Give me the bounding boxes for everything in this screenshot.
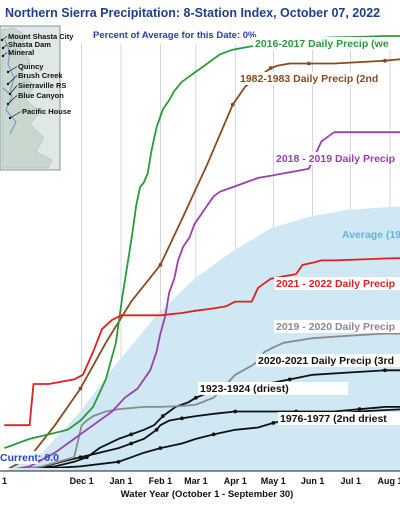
- series-label-y1923_1924: 1923-1924 (driest): [200, 383, 289, 395]
- series-label-bg-y2019_2020: [274, 320, 400, 333]
- map-leader-6: [7, 95, 18, 105]
- x-tick-label-0: Dec 1: [70, 476, 94, 486]
- series-point-second_wettest-18: [383, 58, 387, 63]
- series-point-y1923_1924-15: [233, 409, 238, 414]
- series-point-y2020_2021-6: [129, 432, 134, 437]
- series-point-y2020_2021-21: [383, 368, 387, 373]
- map-leader-3: [7, 66, 18, 73]
- map-leader-7: [9, 111, 22, 119]
- series-point-second_wettest-12: [268, 66, 273, 70]
- series-label-y2018_2019: 2018 - 2019 Daily Precip: [276, 153, 395, 165]
- series-point-second_wettest-6: [158, 263, 163, 267]
- map-leader-5: [9, 85, 18, 95]
- map-station-label-4: Brush Creek: [18, 71, 63, 80]
- map-station-label-7: Pacific House: [22, 107, 71, 116]
- series-label-wettest: 2016-2017 Daily Precip (we: [255, 38, 389, 50]
- series-point-y2020_2021-9: [160, 414, 165, 418]
- series-labels: 2016-2017 Daily Precip (we 1982-1983 Dail…: [0, 37, 400, 464]
- map-station-label-6: Blue Canyon: [18, 91, 64, 100]
- series-point-y1923_1924-6: [129, 441, 134, 446]
- map-station-dot-2: [1, 54, 5, 58]
- series-line-y2019_2020: [21, 332, 400, 468]
- average-area-fill: [4, 206, 400, 471]
- map-station-dot-7: [8, 116, 12, 120]
- map-terrain: [1, 27, 53, 169]
- series-label-y2019_2020: 2019 - 2020 Daily Precip: [276, 321, 395, 333]
- series-label-y1976_1977: 1976-1977 (2nd driest: [280, 413, 387, 425]
- series-point-y2020_2021-18: [287, 377, 292, 382]
- series-point-y1976_1977-3: [116, 459, 121, 464]
- series-point-y2020_2021-12: [193, 395, 198, 400]
- series-line-y2020_2021: [27, 369, 400, 468]
- series-point-y1976_1977-12: [271, 421, 276, 425]
- current-label: Current: 0.0: [0, 452, 59, 464]
- series-point-second_wettest-15: [306, 61, 311, 66]
- series-label-bg-y1976_1977: [278, 412, 400, 425]
- series-line-y2018_2019: [15, 131, 400, 468]
- series-label-y2020_2021: 2020-2021 Daily Precip (3rd: [258, 355, 394, 367]
- x-tick-label-2: Feb 1: [149, 476, 173, 486]
- average-area: [4, 206, 400, 471]
- x-tick-label-8: Aug 1: [378, 476, 400, 486]
- map-station-label-2: Mineral: [8, 48, 34, 57]
- series-line-second_wettest: [7, 58, 400, 468]
- series-label-bg-y2018_2019: [274, 152, 400, 165]
- series-label-second_wettest: 1982-1983 Daily Precip (2nd: [240, 73, 378, 85]
- series-point-y1976_1977-9: [211, 432, 216, 437]
- series-point-y1923_1924-9: [154, 427, 159, 432]
- map-station-dot-0: [0, 38, 4, 42]
- map-station-label-3: Quincy: [18, 62, 44, 71]
- x-tick-label-7: Jul 1: [340, 476, 361, 486]
- x-tick-label-3: Mar 1: [184, 476, 208, 486]
- map-station-dot-3: [6, 70, 10, 74]
- series-point-second_wettest-3: [78, 386, 83, 391]
- map-station-dot-5: [8, 92, 12, 96]
- series-label-bg-y2020_2021: [256, 354, 400, 367]
- series-point-y1923_1924-3: [78, 455, 83, 460]
- series-label-bg-y1923_1924: [198, 382, 348, 395]
- series-line-y1923_1924: [33, 406, 400, 468]
- series-point-y2020_2021-3: [84, 455, 89, 460]
- series-label-bg-second_wettest: [238, 72, 388, 85]
- map-station-label-5: Sierraville RS: [18, 81, 66, 90]
- series-label-bg-wettest: [253, 37, 400, 50]
- series-point-y1923_1924-21: [357, 407, 362, 412]
- map-station-label-1: Shasta Dam: [8, 40, 51, 49]
- series-point-y1976_1977-6: [158, 446, 163, 451]
- x-tick-label-1: Jan 1: [110, 476, 133, 486]
- map-station-dot-6: [6, 102, 10, 106]
- series-label-average: Average (19: [342, 229, 400, 241]
- series-point-y1923_1924-12: [180, 416, 184, 421]
- map-river-2: [2, 87, 17, 135]
- map-station-dot-4: [6, 82, 10, 86]
- x-tick-label-5: May 1: [261, 476, 286, 486]
- map-station-dot-1: [1, 46, 5, 50]
- series-label-bg-y2021_2022: [274, 277, 400, 290]
- chart-title: Northern Sierra Precipitation: 8-Station…: [5, 6, 380, 20]
- map-river: [4, 39, 15, 93]
- map-leader-4: [7, 75, 18, 85]
- chart-subtitle: Percent of Average for this Date: 0%: [93, 30, 257, 41]
- series-label-y2021_2022: 2021 - 2022 Daily Precip: [276, 278, 395, 290]
- series-line-y2021_2022: [4, 257, 400, 427]
- current-label-bg: [0, 451, 38, 464]
- x-axis-label: Water Year (October 1 - September 30): [121, 489, 294, 500]
- x-tick-label-partial: 1: [2, 476, 7, 486]
- x-tick-label-4: Apr 1: [224, 476, 247, 486]
- map-station-label-0: Mount Shasta City: [8, 32, 74, 41]
- x-tick-label-6: Jun 1: [301, 476, 325, 486]
- x-axis-ticks: Dec 1 Jan 1 Feb 1 Mar 1 Apr 1 May 1 Jun 1 Jul 1…: [2, 476, 400, 486]
- series-point-second_wettest-9: [230, 102, 235, 107]
